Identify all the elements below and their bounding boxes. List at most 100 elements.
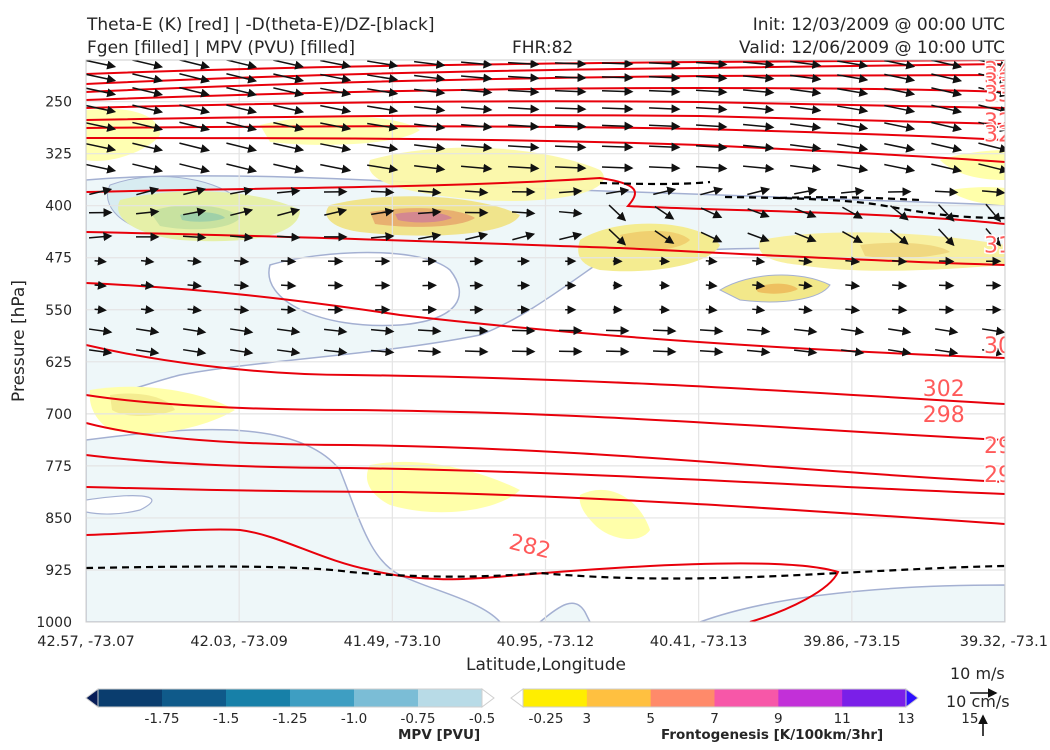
wind-vector (981, 187, 1005, 197)
fgen-colorbar-tick-label: 9 (774, 711, 783, 727)
wind-vector (86, 60, 117, 70)
wind-vector (464, 347, 489, 357)
wind-vector (507, 121, 540, 131)
wind-vector (132, 87, 164, 98)
theta-e-contour-label: 338 (984, 70, 1026, 95)
forecast-hour: FHR:82 (512, 38, 574, 58)
wind-vector (273, 142, 305, 153)
wind-vector (558, 208, 583, 218)
wind-vector (417, 326, 442, 336)
y-tick-label: 775 (45, 459, 72, 475)
wind-vector (183, 207, 207, 217)
mpv-colorbar-extend-high (481, 688, 495, 708)
wind-vector (793, 347, 818, 357)
wind-vector (86, 142, 117, 153)
wind-vector (182, 232, 207, 242)
wind-vector (507, 87, 540, 97)
wind-vector (985, 203, 1002, 223)
wind-vector (273, 73, 305, 84)
wind-vector (653, 186, 677, 196)
wind-vector (937, 228, 955, 247)
wind-vector (742, 142, 775, 152)
wind-vector (226, 104, 258, 115)
wind-vector (695, 73, 728, 83)
wind-vector (790, 164, 822, 173)
wind-vector (605, 326, 630, 336)
fgen-colorbar-segment (842, 689, 907, 707)
wind-vector (554, 163, 587, 173)
x-axis-ticks: 42.57, -73.07 42.03, -73.09 41.49, -73.10 4… (37, 634, 1048, 650)
wind-vector (370, 326, 395, 336)
wind-scale-horizontal-label: 10 m/s (950, 664, 1005, 683)
wind-vector (320, 104, 352, 115)
wind-vector (746, 326, 771, 336)
wind-vector (226, 86, 258, 98)
wind-vector (884, 73, 916, 84)
fgen-colorbar-tick-label: 15 (961, 711, 978, 727)
wind-vector (982, 326, 1005, 336)
mpv-colorbar-tick-label: -1.0 (341, 711, 367, 727)
x-tick-label: 40.41, -73.13 (650, 634, 747, 650)
wind-vector (132, 142, 164, 153)
wind-vector (931, 121, 963, 132)
wind-vector (554, 142, 587, 152)
wind-vector (94, 256, 107, 266)
wind-vector (414, 60, 446, 69)
wind-vector (790, 73, 822, 83)
wind-vector (648, 121, 681, 131)
wind-vector (790, 87, 822, 97)
wind-vector (695, 104, 728, 114)
wind-vector (273, 87, 305, 98)
wind-vector (460, 163, 493, 173)
y-tick-label: 700 (45, 407, 72, 423)
wind-vector (86, 104, 117, 115)
wind-vector (179, 121, 211, 133)
wind-vector (179, 60, 211, 70)
wind-vector (842, 230, 863, 244)
wind-vector (417, 207, 442, 217)
theta-e-lines (86, 60, 1005, 622)
wind-vector (367, 60, 399, 70)
wind-vector (794, 232, 817, 243)
wind-vector (742, 122, 775, 132)
fgen-colorbar-segment (586, 689, 652, 707)
theta-e-contour-label: 306 (984, 334, 1026, 359)
wind-vector (179, 104, 211, 115)
wind-vector (798, 280, 813, 290)
wind-vector (507, 142, 540, 152)
theta-e-contour-label: 346 (984, 59, 1026, 84)
wind-vector (140, 305, 155, 315)
wind-vector (978, 86, 1005, 98)
wind-vector (601, 60, 634, 69)
wind-vector (978, 142, 1005, 153)
wind-vector (935, 326, 959, 336)
wind-vector (179, 163, 211, 174)
wind-vector (742, 60, 775, 69)
wind-vector (747, 232, 770, 243)
wind-vector (978, 163, 1005, 174)
fgen-colorbar-tick-label: 13 (897, 711, 914, 727)
wind-vector (273, 121, 305, 132)
fgen-colorbar-tick-label: 3 (583, 711, 592, 727)
wind-vector (931, 73, 963, 84)
wind-vector (648, 104, 681, 114)
wind-vector (86, 163, 117, 174)
wind-vector (140, 280, 155, 290)
wind-vector (276, 347, 301, 357)
wind-vector (187, 280, 202, 290)
wind-vector (323, 347, 348, 357)
wind-vector (978, 73, 1005, 84)
wind-vector (884, 87, 916, 98)
wind-vector (790, 122, 822, 132)
wind-vector (705, 256, 718, 266)
wind-vector (367, 74, 399, 83)
wind-vector (234, 305, 250, 315)
wind-vector (837, 87, 869, 97)
wind-vector (752, 305, 766, 315)
mpv-colorbar-tick-label: -0.5 (469, 711, 495, 727)
x-axis-label: Latitude,Longitude (466, 655, 626, 675)
mpv-colorbar-segment (418, 689, 483, 707)
wind-vector (985, 228, 1002, 247)
y-tick-label: 1000 (36, 615, 72, 631)
wind-vector (837, 74, 869, 84)
